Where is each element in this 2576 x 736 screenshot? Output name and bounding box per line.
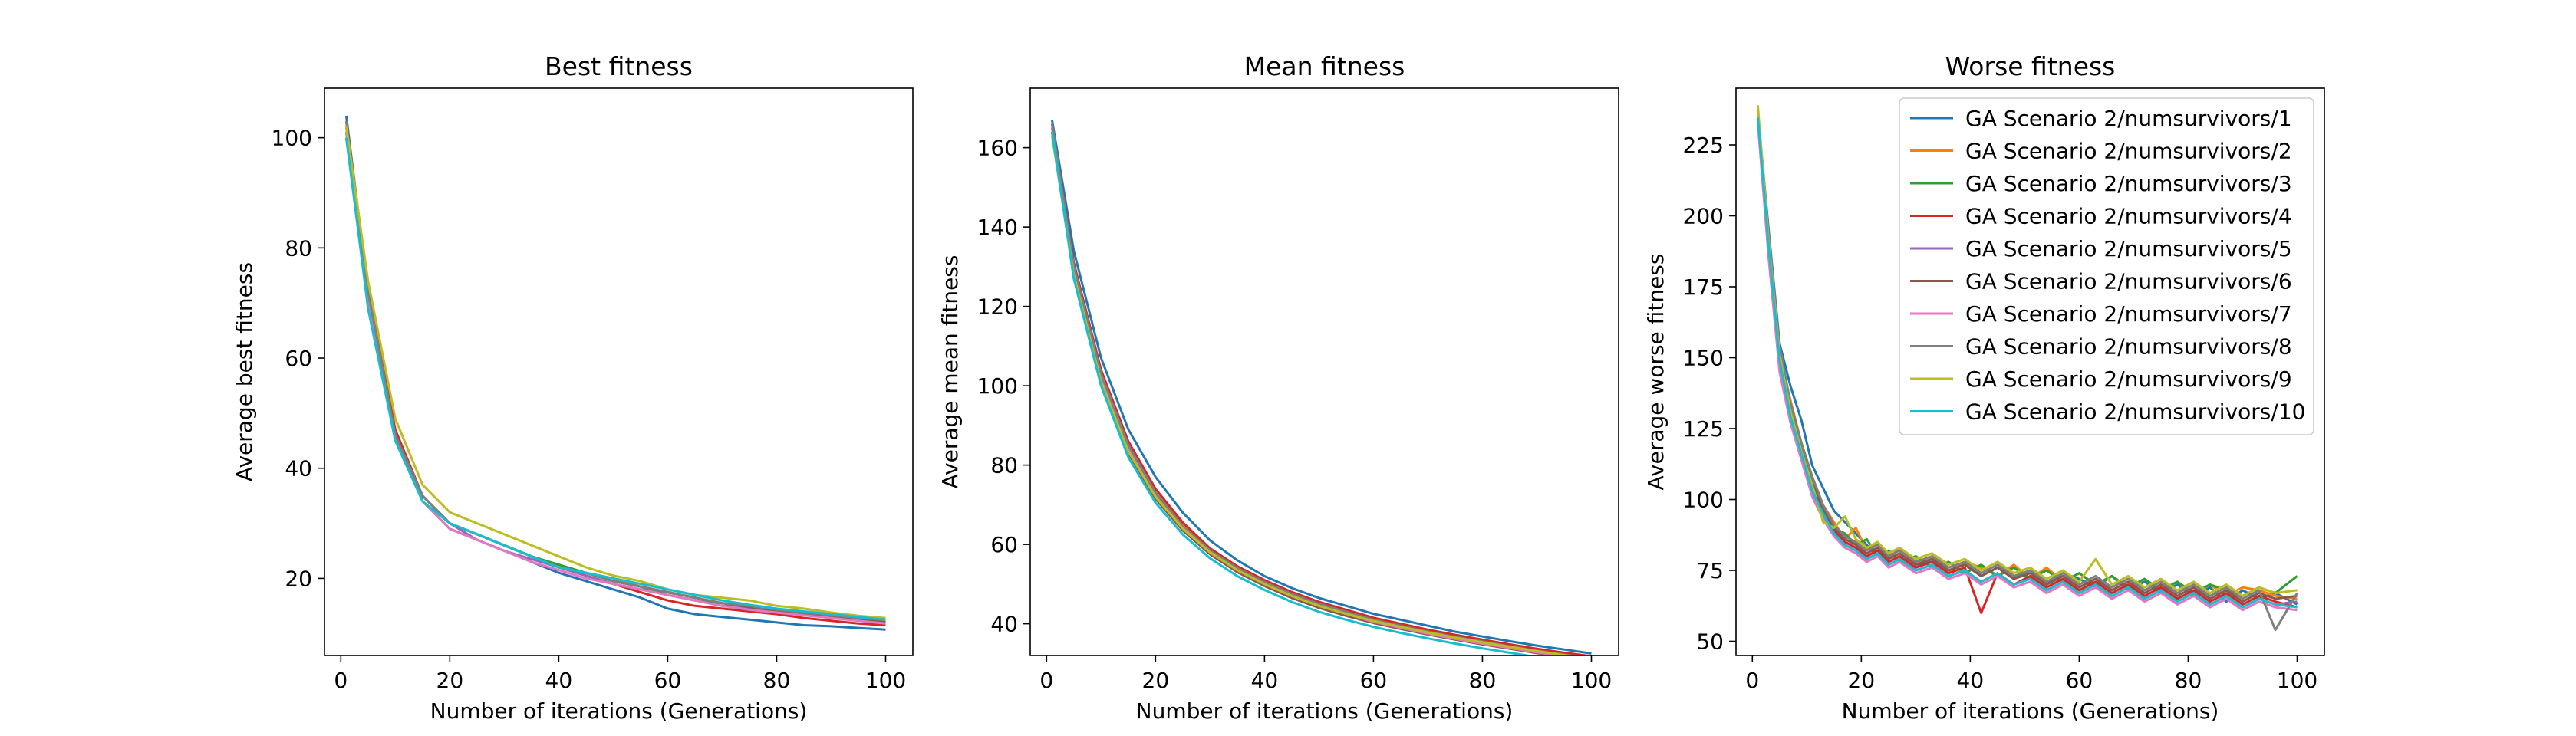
series-line-9: [1756, 105, 2298, 597]
x-tick-label: 40: [545, 668, 573, 693]
series-line-3: [1050, 131, 1567, 656]
y-tick-label: 160: [977, 136, 1018, 161]
series-line-7: [344, 132, 886, 625]
y-tick-label: 100: [977, 373, 1018, 399]
chart-title: Mean fitness: [1244, 51, 1405, 81]
series-line-8: [1050, 123, 1580, 656]
x-axis-label: Number of iterations (Generations): [1842, 698, 2219, 724]
y-tick-label: 80: [285, 235, 312, 261]
y-tick-label: 60: [285, 346, 312, 371]
series-line-2: [1050, 127, 1580, 656]
x-axis-label: Number of iterations (Generations): [1136, 698, 1514, 724]
x-tick-label: 80: [1469, 668, 1497, 693]
x-tick-label: 60: [1360, 668, 1388, 693]
series-line-5: [1050, 127, 1567, 656]
legend-entry: GA Scenario 2/numsurvivors/5: [1965, 236, 2292, 261]
x-tick-label: 100: [2277, 668, 2317, 693]
legend-entry: GA Scenario 2/numsurvivors/4: [1965, 204, 2292, 229]
series-line-1: [1050, 120, 1592, 655]
y-tick-label: 80: [990, 453, 1018, 478]
x-tick-label: 60: [2066, 668, 2093, 693]
x-tick-label: 100: [865, 668, 906, 693]
x-tick-label: 20: [436, 668, 464, 693]
x-axis-label: Number of iterations (Generations): [430, 698, 808, 724]
plot-frame: [324, 87, 914, 656]
x-tick-label: 100: [1571, 668, 1612, 693]
y-tick-label: 200: [1683, 204, 1724, 229]
series-line-10: [344, 137, 886, 621]
x-tick-label: 0: [1745, 668, 1759, 693]
series-line-8: [1756, 110, 2298, 632]
x-tick-label: 40: [1957, 668, 1985, 693]
legend-entry: GA Scenario 2/numsurvivors/10: [1965, 399, 2305, 425]
series-line-6: [344, 127, 886, 624]
y-tick-label: 100: [1683, 488, 1724, 513]
y-axis-label: Average best fitness: [232, 262, 257, 481]
series-line-1: [344, 115, 886, 631]
x-tick-label: 20: [1142, 668, 1170, 693]
x-tick-label: 60: [654, 668, 682, 693]
y-tick-label: 50: [1696, 629, 1724, 655]
chart-title: Best fitness: [545, 51, 693, 81]
x-tick-label: 20: [1848, 668, 1876, 693]
legend-box: [1899, 97, 2314, 435]
series-group: [1756, 105, 2298, 632]
series-line-2: [344, 127, 886, 623]
panel-2: 0 20 40 60 80 100 40 60 80 100 120 140 160 Mean fitne…: [937, 51, 1619, 724]
x-tick-label: 40: [1251, 668, 1279, 693]
x-tick-label: 0: [334, 668, 348, 693]
plot-frame: [1735, 87, 2325, 656]
x-tick-label: 80: [763, 668, 791, 693]
y-tick-label: 75: [1696, 558, 1724, 583]
legend-entry: GA Scenario 2/numsurvivors/6: [1965, 269, 2292, 294]
x-tick-label: 80: [2175, 668, 2202, 693]
series-line-10: [1050, 131, 1534, 656]
x-tick-label: 0: [1039, 668, 1053, 693]
y-tick-label: 40: [990, 612, 1018, 637]
series-line-4: [344, 120, 886, 626]
series-line-10: [1756, 116, 2298, 609]
plot-frame: [1029, 87, 1619, 656]
series-line-8: [344, 120, 886, 621]
series-line-9: [344, 127, 886, 619]
legend-entry: GA Scenario 2/numsurvivors/1: [1965, 106, 2292, 131]
legend-entry: GA Scenario 2/numsurvivors/8: [1965, 334, 2292, 360]
y-tick-label: 175: [1683, 274, 1724, 300]
panel-3: 0 20 40 60 80 100 50 75 100 125 150 175 200 225 Worse …: [1643, 51, 2325, 724]
y-tick-label: 40: [285, 456, 312, 481]
series-line-9: [1050, 135, 1576, 656]
y-tick-label: 150: [1683, 346, 1724, 371]
series-line-5: [344, 137, 886, 624]
y-tick-label: 225: [1683, 133, 1724, 158]
series-line-3: [344, 132, 886, 624]
y-tick-label: 100: [272, 126, 312, 151]
series-line-6: [1756, 113, 2298, 603]
y-tick-label: 120: [977, 294, 1018, 320]
series-group: [344, 115, 886, 631]
panel-1: 0 20 40 60 80 100 20 40 60 80 100 Best fitness Numbe…: [232, 51, 914, 724]
legend-entry: GA Scenario 2/numsurvivors/2: [1965, 139, 2292, 164]
y-tick-label: 20: [285, 566, 312, 591]
series-line-7: [1050, 127, 1567, 656]
legend: GA Scenario 2/numsurvivors/1 GA Scenario …: [1899, 97, 2314, 435]
legend-entry: GA Scenario 2/numsurvivors/9: [1965, 366, 2292, 392]
series-line-6: [1050, 131, 1562, 656]
y-tick-label: 60: [990, 532, 1018, 557]
y-axis-label: Average worse fitness: [1643, 254, 1668, 491]
y-tick-label: 140: [977, 215, 1018, 240]
series-group: [1050, 120, 1592, 656]
legend-entry: GA Scenario 2/numsurvivors/7: [1965, 301, 2292, 327]
legend-entry: GA Scenario 2/numsurvivors/3: [1965, 171, 2292, 196]
chart-title: Worse fitness: [1945, 51, 2116, 81]
y-axis-label: Average mean fitness: [937, 255, 963, 489]
series-line-4: [1050, 123, 1592, 656]
y-tick-label: 125: [1683, 416, 1724, 442]
